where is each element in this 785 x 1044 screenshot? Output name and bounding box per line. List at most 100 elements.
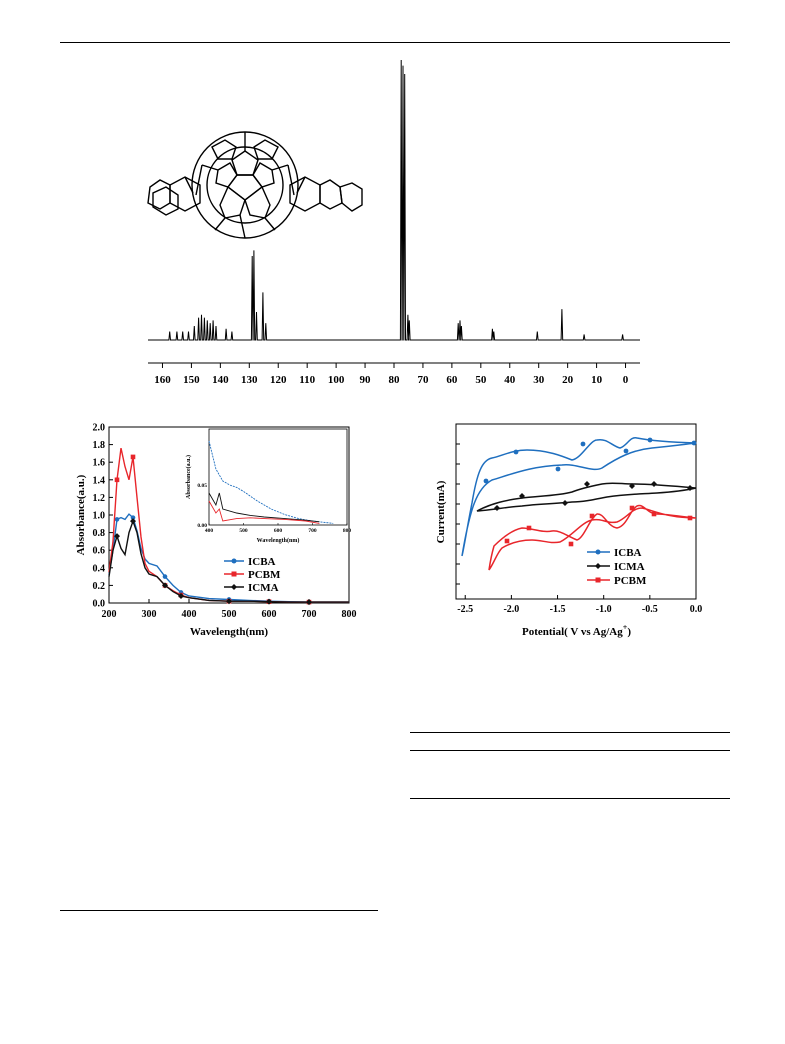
cv-legend-pcbm: PCBM <box>614 575 647 587</box>
uv-series-icma <box>108 519 349 603</box>
uv-inset-y-tick-label: 0.00 <box>197 523 207 529</box>
uv-y-tick-label: 1.6 <box>93 458 106 469</box>
cv-point-icba <box>483 478 489 484</box>
nmr-x-tick-label: 120 <box>270 374 287 385</box>
table-rule-header <box>410 750 730 751</box>
nmr-x-tick-label: 140 <box>212 374 229 385</box>
nmr-x-tick-label: 80 <box>389 374 401 385</box>
uv-point-pcbm <box>130 454 136 460</box>
cv-point-pcbm <box>651 511 657 517</box>
table-rule-bottom <box>410 798 730 799</box>
cv-point-icba <box>691 440 697 446</box>
footnote-rule <box>60 910 378 911</box>
uv-inset-series-pcbm <box>208 500 320 524</box>
uv-point-icma <box>130 518 136 525</box>
uv-absorption-chart: 200 300 400 500 600 700 800 0.0 0.2 0.4 0.6 0.8 1.0 1… <box>75 423 357 639</box>
uv-legend-pcbm: PCBM <box>248 569 281 581</box>
cv-point-icma <box>584 481 590 487</box>
cv-x-tick-label: -2.0 <box>503 604 519 615</box>
uv-y-tick-label: 0.6 <box>93 546 106 557</box>
table-rule-top <box>410 732 730 733</box>
uv-point-pcbm <box>114 477 120 483</box>
nmr-x-tick-label: 160 <box>154 374 171 385</box>
cv-point-icma <box>651 481 657 487</box>
cv-x-tick-label: 0.0 <box>690 604 703 615</box>
nmr-x-tick-label: 40 <box>504 374 516 385</box>
uv-inset-series-icba <box>208 440 334 524</box>
cv-series-icba <box>461 437 697 557</box>
cv-point-pcbm <box>629 505 635 511</box>
uv-y-tick-label: 0.4 <box>93 563 106 574</box>
uv-point-icba <box>114 517 120 522</box>
cv-point-pcbm <box>504 538 510 544</box>
cv-point-icma <box>629 483 635 489</box>
cv-point-pcbm <box>687 515 693 521</box>
cv-x-tick-label: -0.5 <box>642 604 658 615</box>
uv-inset-x-tick-label: 800 <box>343 528 352 534</box>
uv-y-tick-label: 2.0 <box>93 423 106 434</box>
uv-y-tick-label: 0.2 <box>93 581 106 592</box>
uv-inset-series-icma <box>208 492 320 523</box>
uv-x-tick-label: 700 <box>302 609 317 620</box>
uv-inset-x-tick-label: 600 <box>274 528 283 534</box>
uv-legend-icba: ICBA <box>248 556 276 568</box>
molecule-structure-icon <box>147 131 363 239</box>
cv-y-axis-label: Current(mA) <box>435 480 447 543</box>
cv-series-icma <box>476 482 697 512</box>
nmr-x-tick-label: 10 <box>591 374 603 385</box>
uv-x-tick-label: 300 <box>142 609 157 620</box>
nmr-x-tick-label: 20 <box>562 374 574 385</box>
uv-x-tick-label: 200 <box>102 609 117 620</box>
uv-series-group <box>108 447 349 606</box>
uv-inset: 400 500 600 700 800 0.00 0.05 Wavelength(nm) A… <box>185 428 352 544</box>
header-rule <box>60 42 730 43</box>
cv-point-icma <box>687 485 693 491</box>
uv-y-tick-label: 0.8 <box>93 528 106 539</box>
cv-plot-frame <box>455 423 697 600</box>
cv-legend: ICBA ICMA PCBM <box>587 547 647 587</box>
uv-y-tick-label: 0.0 <box>93 599 106 610</box>
cv-chart: -2.5 -2.0 -1.5 -1.0 -0.5 0.0 Current(mA) Pote… <box>435 423 703 638</box>
uv-point-icma <box>114 533 120 540</box>
cv-point-icma <box>519 493 525 499</box>
uv-x-tick-label: 500 <box>222 609 237 620</box>
cv-point-icba <box>555 466 561 472</box>
uv-inset-x-tick-label: 700 <box>308 528 317 534</box>
cv-point-pcbm <box>526 525 532 531</box>
cv-point-icba <box>580 441 586 447</box>
uv-y-tick-label: 1.8 <box>93 440 106 451</box>
uv-inset-x-tick-label: 500 <box>239 528 248 534</box>
nmr-x-ticks: 160 150 140 130 120 110 100 90 80 70 60 50 40 30 20 10 0 <box>154 363 629 385</box>
uv-point-icma <box>306 599 312 606</box>
uv-x-tick-label: 400 <box>182 609 197 620</box>
nmr-x-tick-label: 50 <box>475 374 487 385</box>
nmr-x-tick-label: 100 <box>328 374 345 385</box>
nmr-spectrum-trace <box>148 59 640 341</box>
uv-point-icma <box>226 598 232 605</box>
cv-x-tick-label: -1.0 <box>596 604 612 615</box>
uv-point-icma <box>162 582 168 589</box>
cv-point-pcbm <box>568 541 574 547</box>
cv-point-pcbm <box>589 513 595 519</box>
cv-legend-icba: ICBA <box>614 547 642 559</box>
nmr-x-tick-label: 60 <box>446 374 458 385</box>
uv-y-tick-label: 1.0 <box>93 511 106 522</box>
uv-point-icma <box>178 592 184 599</box>
nmr-spectrum-figure: 160 150 140 130 120 110 100 90 80 70 60 50 40 30 20 10 0 <box>147 59 640 385</box>
nmr-x-tick-label: 70 <box>417 374 429 385</box>
cv-point-icba <box>647 437 653 443</box>
uv-y-tick-label: 1.2 <box>93 493 106 504</box>
cv-point-icma <box>494 505 500 511</box>
nmr-x-tick-label: 30 <box>533 374 545 385</box>
uv-inset-y-label: Absorbance(a.u.) <box>185 455 192 499</box>
cv-point-icba <box>623 448 629 454</box>
uv-point-icba <box>130 515 136 520</box>
nmr-x-tick-label: 90 <box>360 374 372 385</box>
cv-legend-icma: ICMA <box>614 561 645 573</box>
cv-x-label-sup: + <box>623 623 628 632</box>
uv-point-icma <box>266 598 272 605</box>
uv-inset-y-tick-label: 0.05 <box>197 483 207 489</box>
uv-y-tick-label: 1.4 <box>93 475 106 486</box>
nmr-x-tick-label: 130 <box>241 374 258 385</box>
cv-x-label-main: Potential( V vs Ag/Ag <box>522 626 623 638</box>
